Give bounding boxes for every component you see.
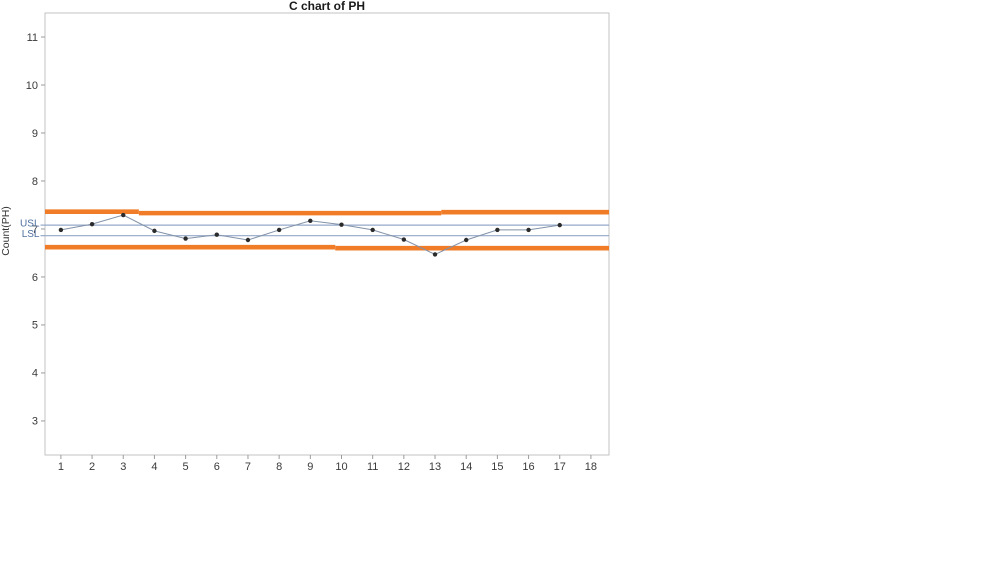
chart-title: C chart of PH <box>288 0 365 13</box>
spec-limit-lines <box>40 224 609 237</box>
data-point[interactable] <box>245 237 251 243</box>
x-tick-label: 8 <box>276 461 282 473</box>
data-point[interactable] <box>557 222 562 228</box>
x-tick-label: 5 <box>183 461 189 473</box>
x-tick-label: 6 <box>214 461 220 473</box>
data-point[interactable] <box>464 237 469 243</box>
x-tick-label: 10 <box>335 461 347 473</box>
x-tick-label: 18 <box>585 461 597 473</box>
x-tick-label: 2 <box>89 461 95 473</box>
y-tick-label: 11 <box>27 32 38 44</box>
y-tick-label: 8 <box>32 176 38 188</box>
data-point[interactable] <box>214 232 219 237</box>
data-point[interactable] <box>58 227 64 233</box>
data-point[interactable] <box>89 221 95 227</box>
data-point[interactable] <box>495 227 500 233</box>
data-point[interactable] <box>152 228 157 234</box>
data-series <box>58 212 562 257</box>
x-tick-label: 4 <box>151 461 157 473</box>
y-tick-label: 4 <box>32 368 38 380</box>
x-tick-label: 16 <box>522 461 534 473</box>
y-tick-label: 9 <box>32 128 38 140</box>
x-tick-label: 11 <box>367 461 378 473</box>
data-point[interactable] <box>370 227 375 233</box>
x-tick-label: 7 <box>245 461 251 473</box>
x-tick-label: 3 <box>120 461 126 473</box>
data-point[interactable] <box>308 218 313 224</box>
x-tick-label: 9 <box>307 461 313 473</box>
x-tick-label: 1 <box>58 461 64 473</box>
data-point[interactable] <box>276 227 282 233</box>
y-axis-title: Count(PH) <box>0 206 12 256</box>
y-tick-label: 5 <box>32 320 38 332</box>
control-limit-lines <box>45 209 609 251</box>
x-tick-label: 14 <box>460 461 472 473</box>
data-point[interactable] <box>401 237 407 242</box>
data-point[interactable] <box>121 212 126 218</box>
data-point[interactable] <box>183 236 188 241</box>
x-tick-label: 12 <box>398 461 410 473</box>
data-point[interactable] <box>432 252 438 257</box>
x-tick-label: 17 <box>554 461 566 473</box>
data-point[interactable] <box>339 222 344 227</box>
x-tick-label: 15 <box>491 461 503 473</box>
x-tick-label: 13 <box>429 461 441 473</box>
y-tick-label: 6 <box>32 272 38 284</box>
plot-border <box>44 12 610 456</box>
lsl-label: LSL <box>22 229 40 240</box>
y-tick-label: 7 <box>32 224 38 236</box>
y-tick-label: 10 <box>26 80 38 92</box>
data-point[interactable] <box>526 227 531 233</box>
plot-frame <box>44 12 610 456</box>
usl-label: USL <box>20 219 40 230</box>
y-tick-label: 3 <box>32 416 38 428</box>
